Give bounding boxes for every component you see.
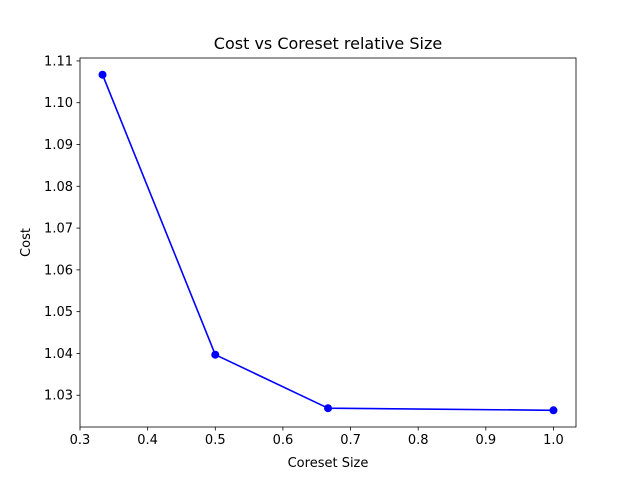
x-tick-label: 0.9 <box>475 433 496 448</box>
y-tick-label: 1.05 <box>44 305 73 320</box>
series-layer <box>98 70 558 415</box>
plot-area <box>80 58 576 427</box>
series-line <box>101 74 554 412</box>
x-tick-label: 0.7 <box>340 433 361 448</box>
y-tick-label: 1.04 <box>44 347 73 362</box>
data-point <box>211 350 220 359</box>
data-point <box>98 70 107 79</box>
x-axis-ticks: 0.3 0.4 0.5 0.6 0.7 0.8 0.9 1.0 <box>70 427 564 448</box>
y-tick-label: 1.11 <box>44 54 73 69</box>
y-tick-label: 1.10 <box>44 96 73 111</box>
y-tick-label: 1.03 <box>44 389 73 404</box>
x-tick-label: 0.5 <box>205 433 226 448</box>
y-axis-label: Cost <box>19 228 34 257</box>
x-tick-label: 0.3 <box>70 433 91 448</box>
y-axis-ticks: 1.03 1.04 1.05 1.06 1.07 1.08 1.09 1.10 1.11 <box>44 54 80 404</box>
data-point <box>549 406 558 415</box>
plot-frame <box>79 57 577 428</box>
data-point <box>324 404 333 413</box>
x-tick-label: 0.4 <box>137 433 158 448</box>
x-tick-label: 0.6 <box>273 433 294 448</box>
x-tick-label: 1.0 <box>543 433 564 448</box>
x-axis-label: Coreset Size <box>288 456 369 471</box>
x-tick-label: 0.8 <box>408 433 429 448</box>
y-tick-label: 1.09 <box>44 138 73 153</box>
chart-title: Cost vs Coreset relative Size <box>214 34 442 53</box>
y-tick-label: 1.07 <box>44 222 73 237</box>
y-tick-label: 1.08 <box>44 180 73 195</box>
y-tick-label: 1.06 <box>44 263 73 278</box>
